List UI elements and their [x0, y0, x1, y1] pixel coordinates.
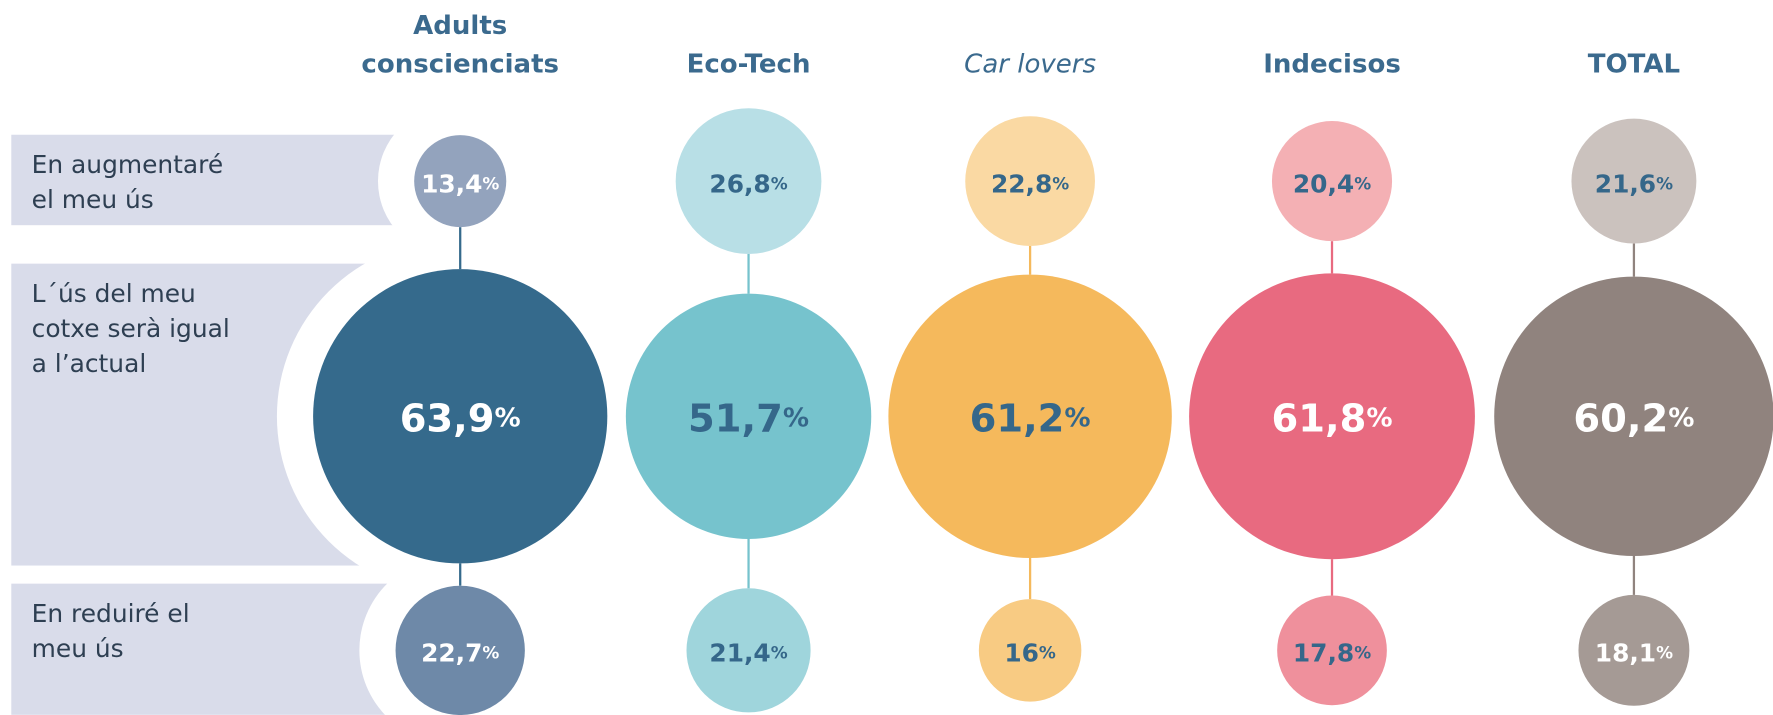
column-header: Car lovers: [964, 49, 1097, 80]
bubble: [1571, 118, 1697, 244]
value-label: 22,8%: [991, 169, 1069, 198]
value-label: 61,2%: [970, 396, 1091, 441]
bubble: [1189, 273, 1475, 560]
bubble: [686, 588, 811, 713]
value-label: 20,4%: [1293, 169, 1371, 198]
bubble: [414, 135, 507, 228]
bubble: [965, 116, 1095, 246]
bubble: [1271, 121, 1393, 242]
row-label: En reduiré el meu ús: [31, 600, 190, 664]
column-header-box: TOTAL: [1587, 49, 1681, 80]
row-label: En augmentaré el meu ús: [31, 151, 224, 216]
row-label-box: L´ús del meu cotxe serà igual a l’actual: [31, 280, 230, 379]
column-header: Adults conscienciats: [361, 11, 559, 80]
bubble: [313, 269, 608, 564]
bubble: [978, 599, 1082, 702]
column-header: Indecisos: [1263, 49, 1401, 80]
value-label: 63,9%: [400, 396, 521, 441]
value-label: 61,8%: [1271, 396, 1392, 441]
value-label: 26,8%: [709, 169, 787, 198]
bubble: [675, 108, 822, 254]
column-header-box: Indecisos: [1263, 49, 1401, 80]
value-label: 13,4%: [421, 169, 499, 198]
value-label: 21,4%: [709, 638, 787, 667]
row-label: L´ús del meu cotxe serà igual a l’actual: [31, 280, 230, 379]
value-label: 17,8%: [1293, 638, 1371, 667]
value-label: 21,6%: [1595, 169, 1673, 198]
bubble: [625, 293, 872, 539]
bubble: [1277, 595, 1387, 706]
bubble: [1578, 594, 1690, 706]
value-label: 51,7%: [688, 396, 809, 441]
column-header: TOTAL: [1587, 49, 1681, 80]
bubble: [1494, 276, 1773, 556]
bubble: [395, 585, 525, 715]
bubble: [888, 274, 1172, 559]
row-label-box: En reduiré el meu ús: [31, 600, 190, 664]
row-label-box: En augmentaré el meu ús: [31, 151, 224, 216]
column-header-box: Car lovers: [964, 49, 1097, 80]
value-label: 16%: [1004, 638, 1056, 667]
column-header-box: Adults conscienciats: [361, 11, 559, 80]
column-header-box: Eco-Tech: [686, 49, 811, 80]
value-label: 18,1%: [1595, 638, 1673, 667]
value-label: 60,2%: [1573, 396, 1694, 441]
value-label: 22,7%: [421, 638, 499, 667]
column-header: Eco-Tech: [686, 49, 811, 80]
